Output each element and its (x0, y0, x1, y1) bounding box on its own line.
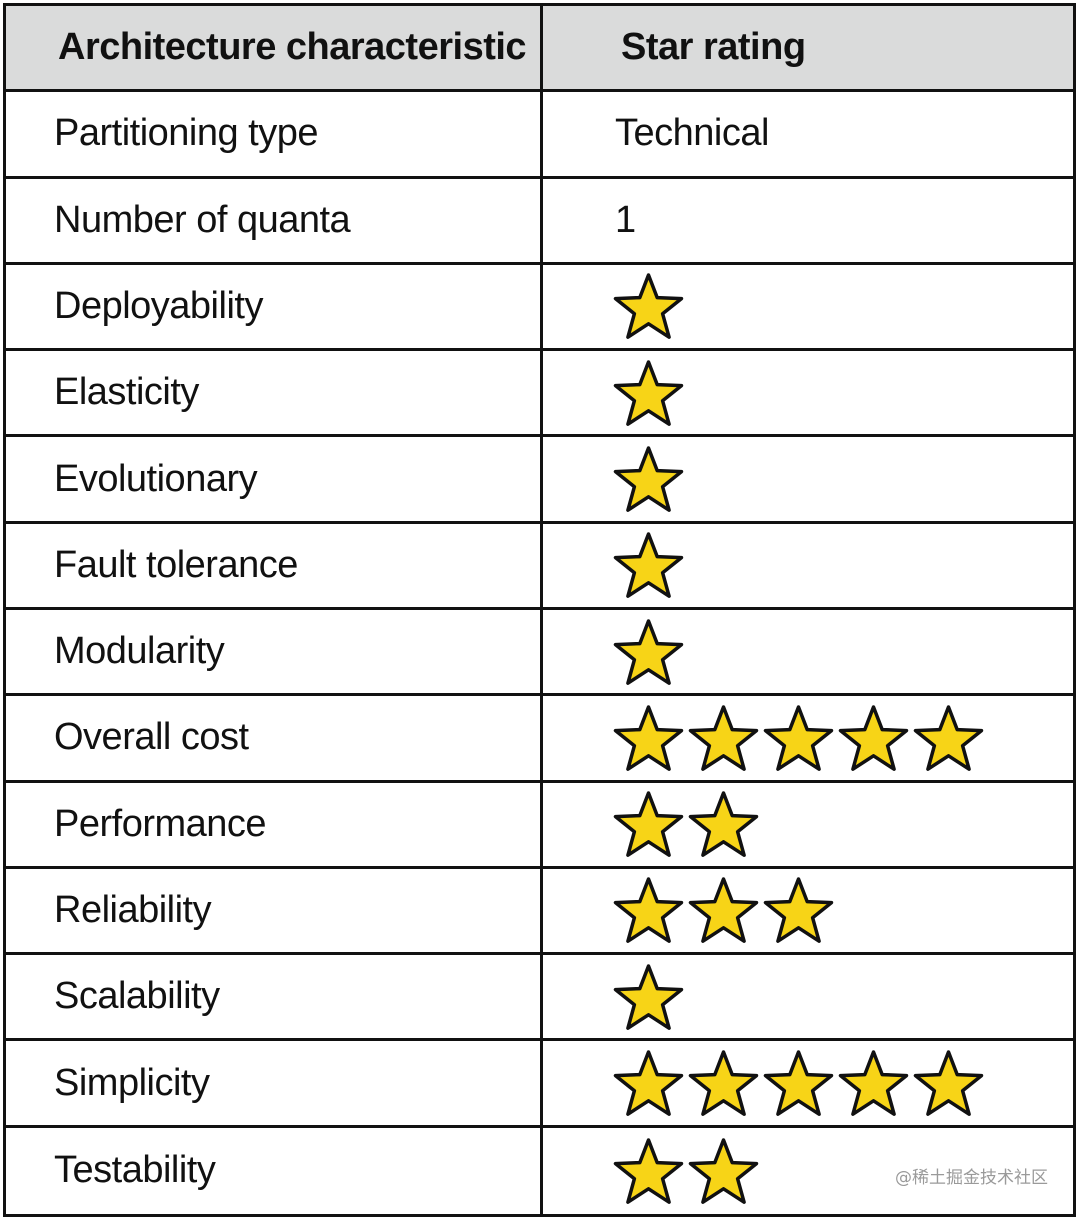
characteristics-table: Architecture characteristic Star rating … (3, 3, 1076, 1217)
star-group (611, 1136, 761, 1206)
star-group (611, 789, 761, 859)
row-label: Scalability (6, 955, 543, 1042)
watermark: @稀土掘金技术社区 (895, 1168, 1048, 1188)
star-icon (613, 705, 684, 771)
star-group (611, 617, 686, 687)
star-rating (543, 1128, 1073, 1214)
row-label: Reliability (6, 868, 543, 956)
star-group (611, 530, 686, 600)
row-label: Deployability (6, 264, 543, 352)
star-icon (913, 705, 984, 771)
star-icon (688, 1050, 759, 1117)
star-icon (763, 877, 834, 944)
star-rating (543, 524, 1073, 610)
star-group (611, 1048, 986, 1118)
star-icon (688, 791, 759, 858)
row-label: Simplicity (6, 1041, 543, 1128)
star-icon (763, 705, 834, 771)
star-icon (613, 1050, 684, 1117)
star-icon (688, 1138, 759, 1204)
star-icon (613, 877, 684, 944)
star-group (611, 271, 686, 341)
row-label: Testability (6, 1127, 543, 1214)
star-rating (543, 955, 1073, 1042)
star-group (611, 875, 836, 945)
star-rating (543, 696, 1073, 783)
star-icon (613, 360, 684, 426)
row-label: Performance (6, 782, 543, 869)
star-rating (543, 869, 1073, 956)
row-label: Evolutionary (6, 437, 543, 524)
star-group (611, 962, 686, 1032)
star-icon (913, 1050, 984, 1117)
row-label: Number of quanta (6, 178, 543, 265)
row-value: 1 (543, 179, 1073, 265)
row-label: Modularity (6, 609, 543, 697)
star-icon (613, 446, 684, 513)
header-characteristic: Architecture characteristic (6, 6, 543, 93)
star-icon (613, 618, 684, 685)
star-icon (613, 273, 684, 340)
row-label: Fault tolerance (6, 523, 543, 610)
star-icon (613, 532, 684, 599)
star-group (611, 444, 686, 514)
row-label: Overall cost (6, 696, 543, 783)
star-icon (613, 1138, 684, 1204)
star-rating (543, 610, 1073, 697)
star-icon (688, 877, 759, 944)
star-icon (763, 1050, 834, 1117)
star-rating (543, 351, 1073, 438)
star-group (611, 703, 986, 773)
star-rating (543, 437, 1073, 524)
star-icon (613, 791, 684, 858)
row-value: Technical (543, 92, 1073, 179)
star-rating (543, 783, 1073, 869)
star-icon (838, 705, 909, 771)
star-icon (613, 964, 684, 1030)
header-star-rating: Star rating (543, 6, 1073, 93)
star-icon (688, 705, 759, 771)
row-label: Partitioning type (6, 92, 543, 179)
star-icon (838, 1050, 909, 1117)
row-label: Elasticity (6, 351, 543, 438)
star-rating (543, 265, 1073, 352)
star-group (611, 358, 686, 428)
star-rating (543, 1041, 1073, 1128)
